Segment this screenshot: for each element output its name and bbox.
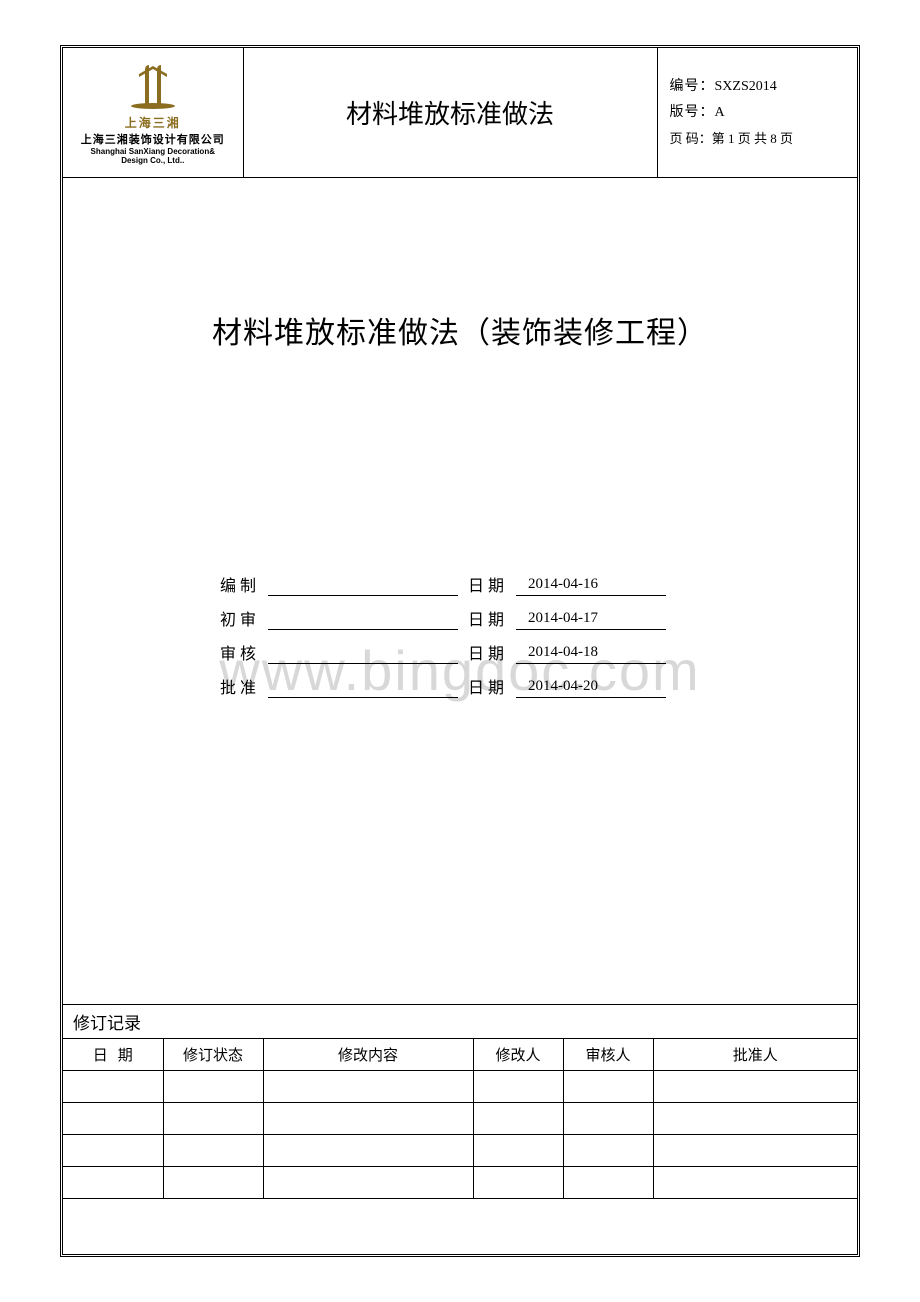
signoff-blank — [268, 642, 458, 664]
signoff-row-prelim: 初审 日期 2014-04-17 — [220, 596, 700, 630]
revision-block: 修订记录 日期 修订状态 修改内容 修改人 审核人 批准人 — [63, 1004, 857, 1255]
header-meta-cell: 编号：SXZS2014 版号：A 页 码：第 1 页 共 8 页 — [657, 48, 857, 178]
table-row — [63, 1070, 857, 1102]
signoff-date-value: 2014-04-20 — [516, 678, 666, 698]
company-name-en1: Shanghai SanXiang Decoration& — [67, 147, 239, 156]
header-title: 材料堆放标准做法 — [244, 94, 657, 131]
company-logo-icon — [125, 60, 181, 110]
table-row — [63, 1166, 857, 1198]
signoff-date-value: 2014-04-18 — [516, 644, 666, 664]
page-frame: 上海三湘 上海三湘装饰设计有限公司 Shanghai SanXiang Deco… — [60, 45, 860, 1257]
company-name-cn: 上海三湘装饰设计有限公司 — [67, 131, 239, 147]
logo-brand-text: 上海三湘 — [67, 114, 239, 131]
revision-table: 日期 修订状态 修改内容 修改人 审核人 批准人 — [63, 1038, 857, 1255]
rev-col-reviewer: 审核人 — [563, 1038, 653, 1070]
signoff-date-label: 日期 — [468, 606, 516, 630]
signoff-blank — [268, 608, 458, 630]
company-name-en2: Design Co., Ltd.. — [67, 156, 239, 165]
logo-cell: 上海三湘 上海三湘装饰设计有限公司 Shanghai SanXiang Deco… — [63, 48, 243, 178]
table-row — [63, 1134, 857, 1166]
signoff-row-approve: 批准 日期 2014-04-20 — [220, 664, 700, 698]
version-value: A — [715, 105, 725, 120]
signoff-date-value: 2014-04-17 — [516, 610, 666, 630]
signoff-label: 审核 — [220, 640, 268, 664]
signoff-date-label: 日期 — [468, 572, 516, 596]
signoff-label: 批准 — [220, 674, 268, 698]
rev-col-approver: 批准人 — [653, 1038, 857, 1070]
signoff-label: 编制 — [220, 572, 268, 596]
version-label: 版号： — [670, 105, 715, 120]
table-row — [63, 1102, 857, 1134]
signoff-label: 初审 — [220, 606, 268, 630]
doc-no-value: SXZS2014 — [715, 79, 777, 94]
revision-section-title: 修订记录 — [63, 1004, 857, 1038]
signoff-block: 编制 日期 2014-04-16 初审 日期 2014-04-17 审核 日期 … — [220, 562, 700, 698]
page-row: 页 码：第 1 页 共 8 页 — [670, 127, 858, 152]
signoff-blank — [268, 574, 458, 596]
signoff-date-label: 日期 — [468, 674, 516, 698]
document-main-title: 材料堆放标准做法（装饰装修工程） — [63, 308, 857, 352]
doc-no-row: 编号：SXZS2014 — [670, 74, 858, 101]
rev-col-status: 修订状态 — [163, 1038, 263, 1070]
table-row-merged — [63, 1198, 857, 1254]
rev-col-date: 日期 — [63, 1038, 163, 1070]
signoff-row-review: 审核 日期 2014-04-18 — [220, 630, 700, 664]
signoff-date-value: 2014-04-16 — [516, 576, 666, 596]
page-label: 页 码： — [670, 131, 712, 146]
rev-col-content: 修改内容 — [263, 1038, 473, 1070]
header-title-cell: 材料堆放标准做法 — [243, 48, 657, 178]
header-table: 上海三湘 上海三湘装饰设计有限公司 Shanghai SanXiang Deco… — [63, 48, 857, 178]
doc-no-label: 编号： — [670, 79, 715, 94]
version-row: 版号：A — [670, 100, 858, 127]
page-value: 第 1 页 共 8 页 — [712, 131, 793, 146]
signoff-row-compile: 编制 日期 2014-04-16 — [220, 562, 700, 596]
signoff-date-label: 日期 — [468, 640, 516, 664]
revision-header-row: 日期 修订状态 修改内容 修改人 审核人 批准人 — [63, 1038, 857, 1070]
rev-col-modifier: 修改人 — [473, 1038, 563, 1070]
signoff-blank — [268, 676, 458, 698]
